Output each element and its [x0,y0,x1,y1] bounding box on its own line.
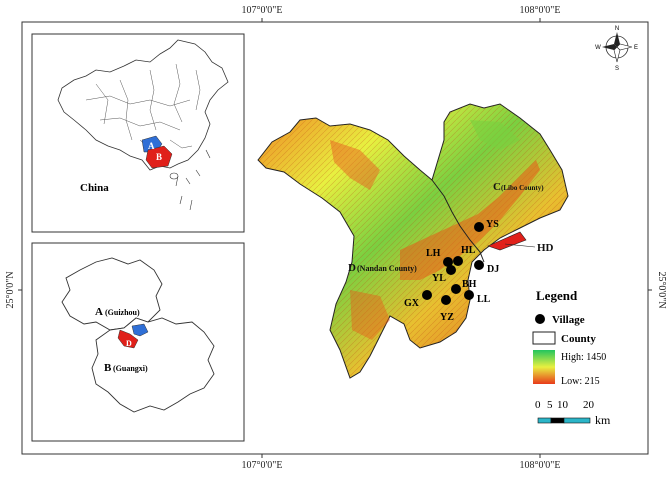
scale-tick-5: 5 [547,399,553,411]
village-hl: HL [453,245,476,266]
village-yz: YZ [440,295,454,323]
svg-text:DJ: DJ [487,264,499,275]
bottom-lon-label-right: 108°0'0"E [520,460,561,471]
legend-county-symbol [532,331,556,345]
village-gx: GX [404,290,432,309]
scale-tick-20: 20 [583,399,595,411]
legend-title: Legend [536,288,578,303]
scale-tick-10: 10 [557,399,569,411]
compass-n: N [615,26,619,32]
hd-label: HD [537,242,554,254]
bottom-lon-label-left: 107°0'0"E [242,460,283,471]
inset-china: A B China [31,33,245,233]
guizhou-letter: A [95,306,103,318]
main-dem-map: C (Libo County) D (Nandan County) HD [257,103,569,379]
legend-high-label: High: 1450 [561,352,606,363]
village-dj: DJ [474,260,499,275]
china-marker-a: A [148,141,155,151]
guangxi-letter: B [104,362,112,374]
top-lon-label-left: 107°0'0"E [242,5,283,16]
county-boundary [431,179,485,263]
svg-text:LL: LL [477,294,491,305]
north-arrow-icon: N S E W [595,26,638,72]
village-lh: LH [426,248,453,267]
village-yl: YL [432,265,456,284]
svg-text:YS: YS [486,219,499,230]
china-marker-b: B [156,152,162,162]
legend-elevation-ramp [533,350,555,384]
guangxi-name: (Guangxi) [113,364,148,373]
scale-unit: km [595,413,611,427]
grid-ticks [18,18,652,458]
scale-bar: 0 5 10 20 km [535,399,611,427]
study-area-blue [131,323,149,337]
compass-w: W [595,45,601,51]
left-lat-label: 25°0'0"N [5,271,16,308]
hd-inlet [487,231,527,251]
villages: YS LH HL YL DJ BH GX LL [404,219,499,323]
svg-text:HL: HL [461,245,476,256]
legend-village-label: Village [552,314,585,326]
legend-county-label: County [561,333,596,345]
legend-low-label: Low: 215 [561,376,600,387]
svg-text:YZ: YZ [440,312,454,323]
china-outline [57,39,229,171]
right-lat-label: 25°0'0"N [656,271,667,308]
china-guangxi-highlight [145,145,173,169]
village-ys: YS [474,219,499,232]
county-c-name: (Libo County) [501,184,544,192]
inset-marker-d: D [126,339,132,348]
china-label: China [80,182,109,194]
svg-text:LH: LH [426,248,441,259]
legend: Legend Village County High: 1450 Low: 21… [532,288,606,387]
legend-village-symbol [535,314,545,324]
scale-tick-0: 0 [535,399,541,411]
county-d-letter: D [348,262,356,274]
top-lon-label-right: 108°0'0"E [520,5,561,16]
compass-s: S [615,66,619,72]
svg-text:BH: BH [462,279,477,290]
inset-provinces: D A (Guizhou) B (Guangxi) [31,242,245,442]
village-ll: LL [464,290,491,305]
compass-e: E [634,45,638,51]
county-c-letter: C [493,181,501,193]
county-d-name: (Nandan County) [357,264,417,273]
study-area-red [117,329,139,349]
guizhou-name: (Guizhou) [105,308,140,317]
svg-text:YL: YL [432,273,446,284]
svg-text:GX: GX [404,298,420,309]
village-bh: BH [451,279,477,294]
